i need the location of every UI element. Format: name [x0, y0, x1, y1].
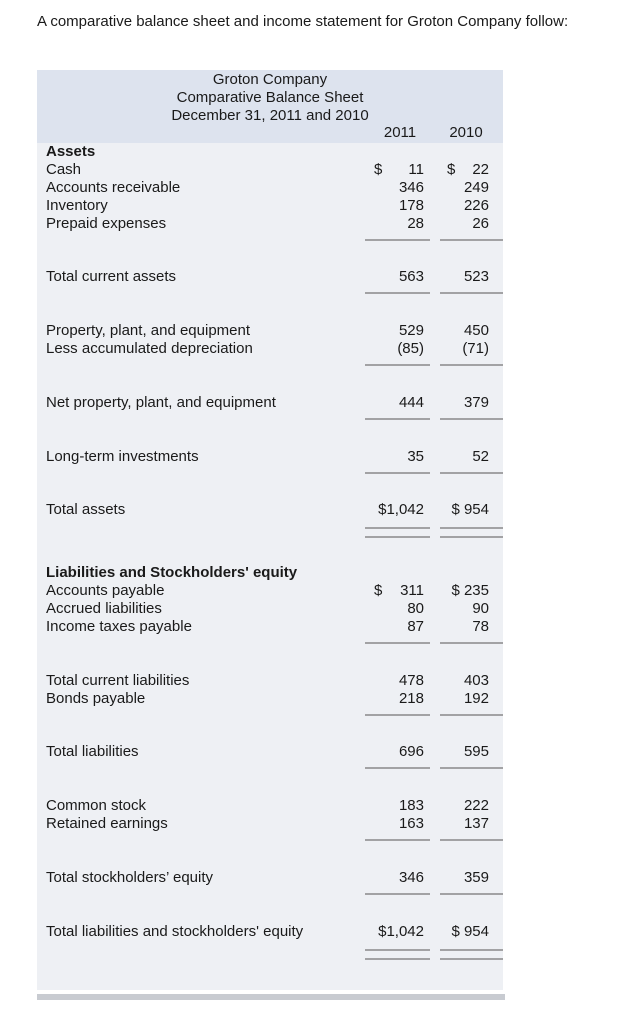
row-label: Less accumulated depreciation: [46, 340, 253, 357]
amount: 80: [407, 600, 424, 617]
amount: 163: [399, 815, 424, 832]
amount: $ 954: [451, 923, 489, 940]
table-background: [37, 70, 503, 990]
currency-sign: $: [374, 161, 383, 178]
amount: $ 954: [451, 501, 489, 518]
currency-sign: $: [374, 582, 383, 599]
amount: 359: [464, 869, 489, 886]
row-label: Total current assets: [46, 268, 176, 285]
amount: 52: [472, 448, 489, 465]
currency-sign: $: [447, 161, 456, 178]
amount: 478: [399, 672, 424, 689]
amount: 226: [464, 197, 489, 214]
amount: 595: [464, 743, 489, 760]
amount: 563: [399, 268, 424, 285]
amount: 35: [407, 448, 424, 465]
row-label: Accrued liabilities: [46, 600, 162, 617]
row-label: Total liabilities and stockholders' equi…: [46, 923, 304, 940]
amount: 183: [399, 797, 424, 814]
row-label: Long-term investments: [46, 448, 199, 465]
year-header: 2011: [384, 124, 416, 141]
row-label: Income taxes payable: [46, 618, 192, 635]
amount: 192: [464, 690, 489, 707]
amount: 90: [472, 600, 489, 617]
amount: 11: [408, 161, 424, 178]
row-label: Total current liabilities: [46, 672, 189, 689]
amount: 22: [472, 161, 489, 178]
amount: $1,042: [378, 923, 424, 940]
bottom-bar: [37, 994, 505, 1000]
amount: 178: [399, 197, 424, 214]
row-label: Accounts receivable: [46, 179, 180, 196]
row-label: Common stock: [46, 797, 147, 814]
statement-date: December 31, 2011 and 2010: [171, 107, 368, 124]
amount: 78: [472, 618, 489, 635]
section-heading: Assets: [46, 143, 95, 160]
amount: 346: [399, 179, 424, 196]
row-label: Accounts payable: [46, 582, 164, 599]
amount: 28: [407, 215, 424, 232]
row-label: Retained earnings: [46, 815, 168, 832]
header-background: [37, 70, 503, 143]
amount: 450: [464, 322, 489, 339]
row-label: Total liabilities: [46, 743, 139, 760]
amount: $1,042: [378, 501, 424, 518]
amount: 523: [464, 268, 489, 285]
row-label: Prepaid expenses: [46, 215, 166, 232]
section-heading: Liabilities and Stockholders' equity: [46, 564, 298, 581]
year-header: 2010: [449, 124, 482, 141]
row-label: Property, plant, and equipment: [46, 322, 251, 339]
row-label: Net property, plant, and equipment: [46, 394, 277, 411]
row-label: Inventory: [46, 197, 108, 214]
row-label: Total stockholders’ equity: [46, 869, 214, 886]
amount: 403: [464, 672, 489, 689]
amount: 137: [464, 815, 489, 832]
amount: 222: [464, 797, 489, 814]
amount: (71): [462, 340, 489, 357]
company: Groton Company: [213, 71, 328, 88]
amount: 379: [464, 394, 489, 411]
amount: 87: [407, 618, 424, 635]
amount: 26: [472, 215, 489, 232]
intro: A comparative balance sheet and income s…: [37, 13, 568, 30]
amount: 311: [400, 582, 424, 599]
amount: 444: [399, 394, 424, 411]
row-label: Cash: [46, 161, 81, 178]
amount: 696: [399, 743, 424, 760]
amount: 346: [399, 869, 424, 886]
row-label: Total assets: [46, 501, 125, 518]
amount: 529: [399, 322, 424, 339]
amount: (85): [397, 340, 424, 357]
amount: $ 235: [451, 582, 489, 599]
amount: 218: [399, 690, 424, 707]
row-label: Bonds payable: [46, 690, 145, 707]
statement-title: Comparative Balance Sheet: [177, 89, 365, 106]
amount: 249: [464, 179, 489, 196]
